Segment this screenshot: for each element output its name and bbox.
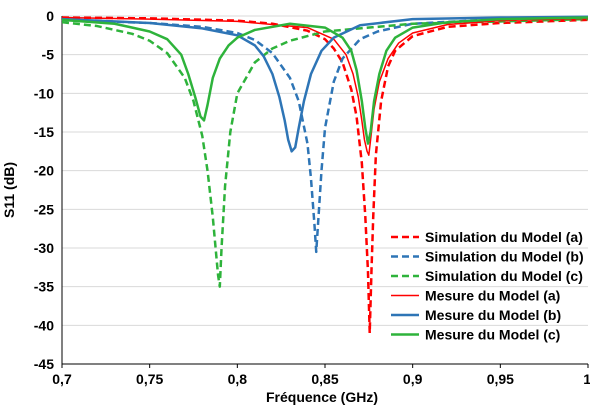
legend-label: Mesure du Model (a) — [425, 288, 560, 304]
x-tick-label: 0,9 — [403, 371, 423, 387]
series-line-4 — [61, 16, 589, 156]
y-tick-label: -10 — [34, 85, 54, 101]
x-tick-label: 0,8 — [228, 371, 248, 387]
y-tick-label: 0 — [46, 8, 54, 24]
x-tick-label: 0,95 — [487, 371, 514, 387]
y-tick-label: -20 — [34, 163, 54, 179]
series-line-1 — [61, 16, 589, 335]
x-tick-label: 1 — [583, 371, 590, 387]
y-tick-label: -35 — [34, 279, 54, 295]
axes: 0 -5 -10 -15 -20 -25 -30 -35 -40 -450,7 0,75 0,8 0,8… — [34, 8, 590, 387]
series-lines — [61, 15, 589, 335]
y-tick-label: -25 — [34, 201, 54, 217]
x-tick-label: 0,7 — [52, 371, 72, 387]
x-tick-label: 0,85 — [311, 371, 338, 387]
legend-label: Simulation du Model (a) — [425, 229, 583, 245]
y-tick-label: -15 — [34, 124, 54, 140]
legend-label: Mesure du Model (c) — [425, 327, 560, 343]
series-line-6 — [61, 16, 589, 145]
legend: Simulation du Model (a) Simulation du Mod… — [391, 229, 584, 343]
series-line-5 — [61, 15, 589, 153]
y-tick-label: -30 — [34, 240, 54, 256]
y-tick-label: -45 — [34, 356, 54, 372]
legend-label: Mesure du Model (b) — [425, 307, 561, 323]
x-axis-title: Fréquence (GHz) — [266, 389, 378, 405]
series-line-2 — [61, 16, 589, 254]
x-tick-label: 0,75 — [136, 371, 163, 387]
y-axis-title: S11 (dB) — [1, 162, 17, 218]
y-tick-label: -40 — [34, 317, 54, 333]
legend-label: Simulation du Model (b) — [425, 249, 584, 265]
series-line-3 — [61, 17, 589, 288]
legend-label: Simulation du Model (c) — [425, 268, 583, 284]
y-tick-label: -5 — [42, 47, 55, 63]
